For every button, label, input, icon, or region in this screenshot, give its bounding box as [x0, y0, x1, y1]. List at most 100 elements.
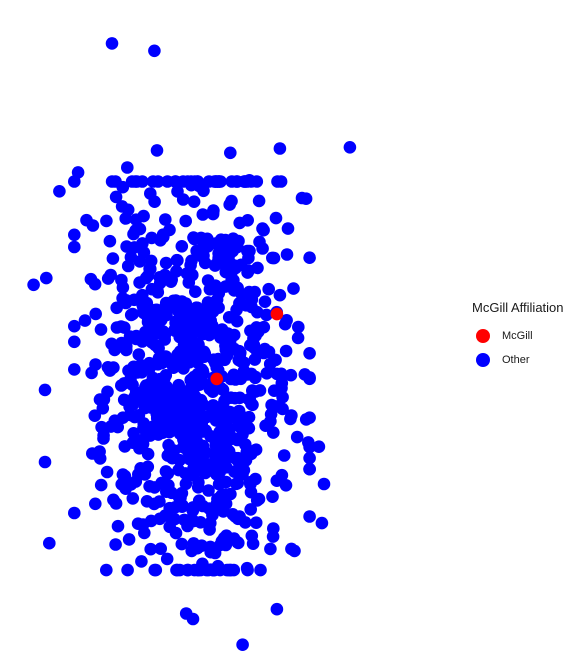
data-point-other: [161, 175, 174, 188]
data-point-other: [175, 486, 189, 500]
data-point-other: [133, 442, 146, 455]
data-point-other: [263, 357, 277, 371]
data-point-other: [154, 542, 167, 555]
data-point-other: [303, 462, 316, 476]
data-points: [27, 37, 357, 651]
data-point-other: [125, 175, 139, 188]
data-point-other: [269, 211, 283, 225]
data-point-other: [144, 429, 157, 442]
data-point-other: [241, 368, 254, 381]
data-point-other: [175, 295, 189, 308]
data-point-other: [144, 262, 157, 276]
data-point-other: [157, 421, 170, 434]
data-point-other: [234, 346, 247, 360]
legend-item-other: Other: [472, 348, 564, 372]
data-point-other: [86, 447, 99, 460]
data-point-other: [116, 411, 130, 425]
data-point-other: [181, 440, 194, 454]
data-point-other: [281, 222, 295, 235]
data-point-other: [176, 193, 190, 206]
data-point-other: [211, 406, 225, 420]
data-point-other: [250, 305, 264, 319]
data-point-other: [169, 315, 183, 328]
data-point-other: [103, 234, 117, 248]
data-point-other: [226, 244, 239, 258]
data-point-other: [277, 449, 291, 462]
data-point-other: [252, 492, 266, 506]
legend-swatch-mcgill: [476, 329, 490, 343]
data-point-other: [168, 353, 182, 367]
data-point-other: [182, 276, 196, 289]
data-point-other: [223, 198, 236, 211]
data-point-other: [212, 477, 226, 491]
data-point-other: [243, 174, 256, 187]
data-point-other: [121, 161, 134, 174]
data-point-mcgill: [270, 307, 284, 321]
legend-swatch-other: [476, 353, 490, 367]
data-point-other: [211, 450, 225, 464]
data-point-other: [160, 552, 174, 566]
data-point-other: [288, 544, 301, 558]
data-point-other: [224, 487, 237, 501]
data-point-other: [185, 372, 199, 386]
data-point-other: [68, 363, 81, 376]
data-point-other: [188, 232, 201, 246]
data-point-other: [96, 402, 110, 415]
data-point-other: [94, 478, 108, 492]
data-point-other: [116, 180, 130, 194]
data-point-other: [163, 408, 177, 422]
data-point-other: [224, 146, 237, 160]
data-point-other: [212, 247, 225, 260]
data-point-other: [266, 490, 279, 504]
data-point-other: [135, 555, 148, 568]
data-point-other: [68, 240, 81, 254]
data-point-other: [226, 508, 240, 521]
data-point-other: [100, 214, 113, 228]
data-point-other: [100, 563, 113, 577]
data-point-other: [233, 216, 246, 230]
data-point-other: [147, 497, 161, 511]
legend-title: McGill Affiliation: [472, 300, 564, 315]
data-point-other: [190, 434, 203, 448]
data-point-other: [132, 409, 146, 422]
data-point-other: [317, 477, 331, 491]
data-point-other: [151, 175, 165, 188]
data-point-other: [248, 285, 261, 299]
data-point-other: [280, 248, 294, 261]
data-point-other: [190, 338, 203, 351]
data-point-other: [107, 361, 120, 374]
data-point-other: [170, 563, 183, 577]
data-point-other: [121, 563, 134, 577]
data-point-other: [126, 398, 140, 411]
data-point-other: [290, 430, 304, 444]
data-point-other: [115, 273, 128, 287]
data-point-other: [53, 185, 66, 198]
data-point-other: [315, 516, 329, 530]
data-point-other: [266, 251, 279, 265]
data-point-other: [132, 348, 146, 361]
data-point-other: [109, 497, 123, 510]
data-point-other: [124, 478, 138, 491]
data-point-other: [196, 208, 210, 221]
data-point-other: [252, 194, 266, 208]
data-point-other: [84, 272, 98, 286]
data-point-other: [187, 395, 201, 408]
data-point-other: [258, 342, 272, 356]
data-point-other: [159, 213, 172, 226]
data-point-other: [132, 331, 146, 344]
data-point-other: [198, 347, 212, 360]
data-point-other: [68, 335, 81, 349]
data-point-other: [160, 308, 173, 322]
data-point-other: [229, 373, 242, 386]
data-point-other: [224, 391, 238, 405]
data-point-other: [199, 445, 212, 459]
data-point-other: [175, 240, 189, 253]
data-point-other: [153, 512, 167, 526]
data-point-other: [38, 455, 52, 469]
data-point-other: [156, 228, 170, 241]
data-point-other: [148, 563, 161, 577]
data-point-other: [185, 544, 198, 558]
data-point-other: [105, 37, 119, 50]
data-point-other: [270, 474, 284, 488]
legend: McGill Affiliation McGill Other: [472, 300, 564, 372]
